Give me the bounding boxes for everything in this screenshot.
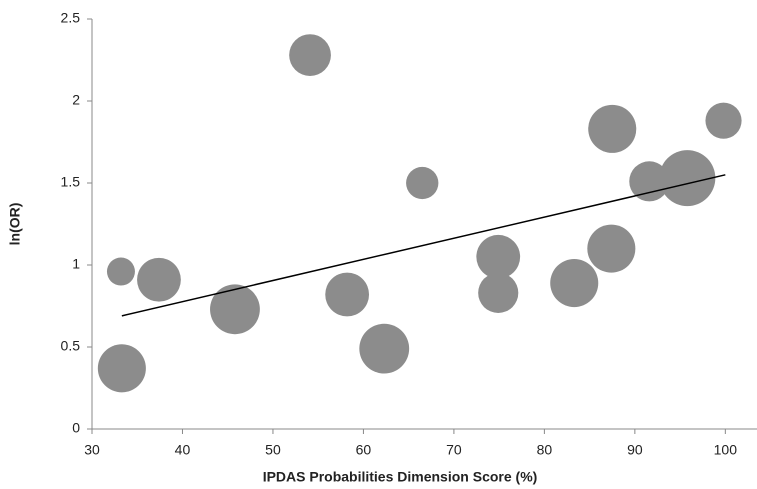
x-tick-label: 30 <box>84 442 100 458</box>
x-tick-label: 40 <box>175 442 191 458</box>
x-tick-label: 80 <box>537 442 553 458</box>
x-tick-label: 90 <box>627 442 643 458</box>
x-axis-title: IPDAS Probabilities Dimension Score (%) <box>263 469 538 485</box>
bubble <box>659 150 716 207</box>
bubble <box>588 104 637 153</box>
x-tick-label: 60 <box>356 442 372 458</box>
y-tick-label: 2.5 <box>61 10 81 26</box>
y-tick-label: 0 <box>72 420 80 436</box>
y-axis-title: ln(OR) <box>7 203 23 246</box>
bubble <box>705 102 742 139</box>
bubble <box>106 257 135 286</box>
x-tick-label: 70 <box>446 442 462 458</box>
bubble <box>629 161 670 202</box>
x-tick-label: 100 <box>714 442 738 458</box>
x-tick-label: 50 <box>265 442 281 458</box>
bubble <box>137 257 181 302</box>
y-tick-label: 1.5 <box>61 174 81 190</box>
y-tick-label: 0.5 <box>61 338 81 354</box>
bubble <box>550 259 599 308</box>
bubble <box>359 323 410 374</box>
y-tick-label: 2 <box>72 92 80 108</box>
trend-line <box>121 174 726 317</box>
bubble <box>97 344 146 393</box>
bubble <box>289 34 331 76</box>
bubble <box>476 234 521 279</box>
bubble <box>587 224 636 273</box>
bubble <box>325 272 370 317</box>
bubble <box>210 284 260 335</box>
y-tick-label: 1 <box>72 256 80 272</box>
bubble <box>478 272 519 313</box>
bubble <box>406 166 439 200</box>
